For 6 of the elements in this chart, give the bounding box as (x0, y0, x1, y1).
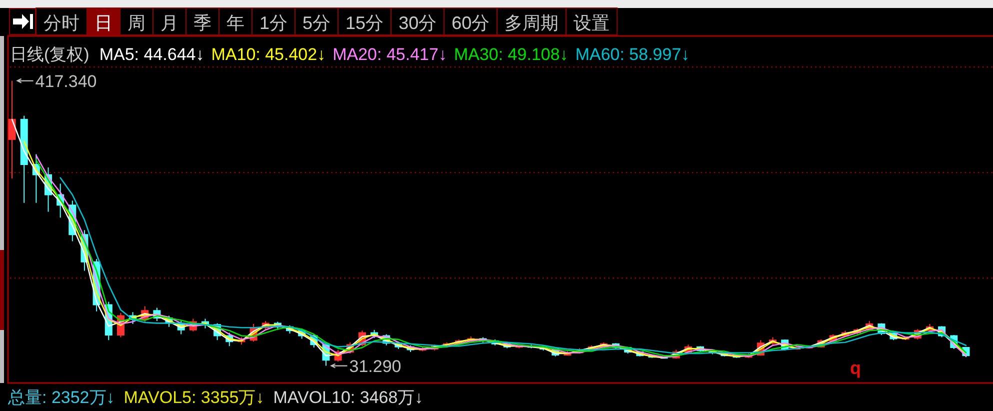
legend: 日线(复权) MA5: 44.644↓ MA10: 45.402↓ MA20: 45.417↓ MA30: 49.108↓ MA60: 58.997↓ (10, 45, 690, 64)
note: 31.290 (330, 356, 402, 376)
toolbar: 分时 日 周 月 季 年 1分 5分 15分 30分 60分 多周期 设置 (9, 8, 618, 36)
annotation: 417.340 (35, 72, 97, 91)
annotation: 31.290 (349, 356, 402, 376)
note: 417.340 (16, 72, 97, 91)
